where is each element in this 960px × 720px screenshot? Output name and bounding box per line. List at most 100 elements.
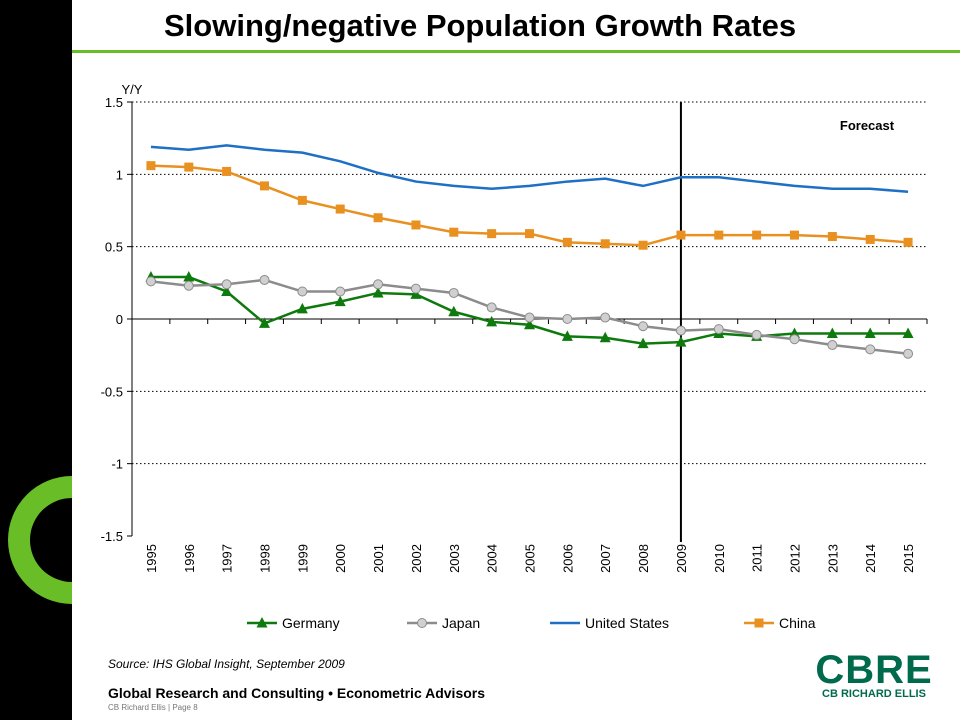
data-point-china (903, 237, 913, 247)
data-point-china (827, 232, 837, 242)
data-point-germany (334, 295, 346, 307)
data-point-china (411, 220, 421, 230)
x-tick-label: 1996 (182, 544, 197, 573)
x-tick-label: 2014 (863, 544, 878, 573)
x-tick-label: 2009 (674, 544, 689, 573)
data-point-germany (902, 327, 914, 338)
x-tick-label: 2003 (447, 544, 462, 573)
data-point-japan (789, 334, 800, 345)
data-point-germany (561, 330, 573, 341)
title-underline (72, 50, 960, 53)
data-point-germany (864, 327, 876, 338)
x-tick-label: 2008 (636, 544, 651, 573)
y-tick-label: 0.5 (105, 240, 123, 255)
data-point-japan (638, 321, 649, 332)
x-tick-label: 2012 (788, 544, 803, 573)
data-point-china (752, 230, 762, 240)
data-point-germany (296, 302, 308, 314)
data-point-china (487, 229, 497, 239)
data-point-germany (486, 315, 498, 327)
legend-label-china: China (779, 615, 816, 631)
data-point-germany (448, 305, 460, 317)
x-tick-label: 2005 (523, 544, 538, 573)
legend-marker-germany (256, 617, 268, 628)
x-tick-label: 2002 (409, 544, 424, 573)
data-point-china (184, 162, 194, 172)
data-point-china (676, 230, 686, 240)
page-title: Slowing/negative Population Growth Rates (164, 8, 797, 43)
legend-label-japan: Japan (442, 615, 480, 631)
data-point-china (638, 240, 648, 250)
footer-title: Global Research and Consulting • Econome… (108, 685, 486, 701)
data-point-japan (221, 279, 232, 290)
data-point-japan (865, 344, 876, 355)
data-point-germany (259, 317, 270, 328)
legend-label-germany: Germany (282, 615, 340, 631)
data-point-germany (599, 331, 611, 343)
data-point-japan (145, 276, 156, 287)
data-point-japan (903, 348, 914, 359)
series-line-united-states (150, 144, 909, 193)
x-tick-label: 2010 (712, 544, 727, 573)
data-point-china (600, 239, 610, 249)
x-tick-label: 2001 (371, 544, 386, 573)
x-tick-label: 1995 (144, 544, 159, 573)
data-point-japan (562, 314, 573, 324)
decorative-green-arc (8, 476, 72, 604)
legend-marker-japan (417, 618, 427, 628)
data-point-japan (335, 286, 346, 297)
y-tick-label: -1 (111, 457, 123, 472)
forecast-label: Forecast (840, 118, 895, 133)
data-point-germany (372, 286, 384, 298)
data-point-china (297, 195, 307, 205)
y-axis-label: Y/Y (122, 82, 143, 97)
y-tick-label: -1.5 (101, 529, 123, 544)
data-point-japan (713, 324, 724, 335)
data-point-japan (297, 286, 308, 297)
footer-page-info: CB Richard Ellis | Page 8 (108, 703, 198, 712)
x-tick-label: 1997 (220, 544, 235, 573)
data-point-japan (524, 312, 535, 323)
x-tick-label: 1998 (258, 544, 273, 573)
x-tick-label: 2011 (750, 544, 765, 572)
data-point-germany (826, 327, 838, 338)
data-point-china (449, 227, 459, 237)
data-point-japan (373, 279, 384, 290)
data-point-japan (486, 302, 497, 313)
x-tick-label: 2013 (825, 544, 840, 573)
data-point-japan (751, 329, 762, 340)
data-point-germany (221, 285, 233, 297)
data-point-germany (410, 288, 422, 299)
y-tick-label: 1 (116, 167, 123, 182)
population-growth-chart: -1.5 -1 -0.5 0 0.5 1 1.5Y/Y 1995 1996 1997 1998 199… (101, 82, 928, 631)
data-point-japan (410, 283, 421, 294)
source-note: Source: IHS Global Insight, September 20… (108, 657, 345, 671)
data-point-japan (448, 287, 459, 298)
y-tick-label: 1.5 (105, 95, 123, 110)
data-point-germany (524, 318, 535, 330)
y-tick-label: -0.5 (101, 384, 123, 399)
x-tick-label: 1999 (295, 544, 310, 573)
data-point-germany (675, 336, 687, 347)
data-point-china (865, 234, 875, 244)
data-point-germany (637, 337, 649, 349)
legend-label-united-states: United States (585, 615, 669, 631)
data-point-china (260, 181, 269, 191)
data-point-china (525, 229, 534, 239)
data-point-china (790, 230, 799, 240)
cbre-logo: CBRE CB RICHARD ELLIS (806, 650, 942, 700)
x-tick-label: 2000 (333, 544, 348, 573)
legend-marker-china (754, 618, 764, 628)
data-point-japan (259, 274, 270, 285)
data-point-china (562, 237, 572, 247)
logo-subtitle: CB RICHARD ELLIS (822, 688, 926, 700)
x-tick-label: 2004 (485, 544, 500, 573)
x-tick-label: 2015 (901, 544, 916, 573)
x-tick-label: 2007 (598, 544, 613, 573)
y-tick-label: 0 (116, 312, 123, 327)
data-point-china (222, 166, 232, 176)
data-point-japan (827, 340, 838, 351)
logo-wordmark: CBRE (815, 648, 933, 692)
data-point-china (335, 204, 345, 214)
data-point-japan (183, 280, 194, 291)
